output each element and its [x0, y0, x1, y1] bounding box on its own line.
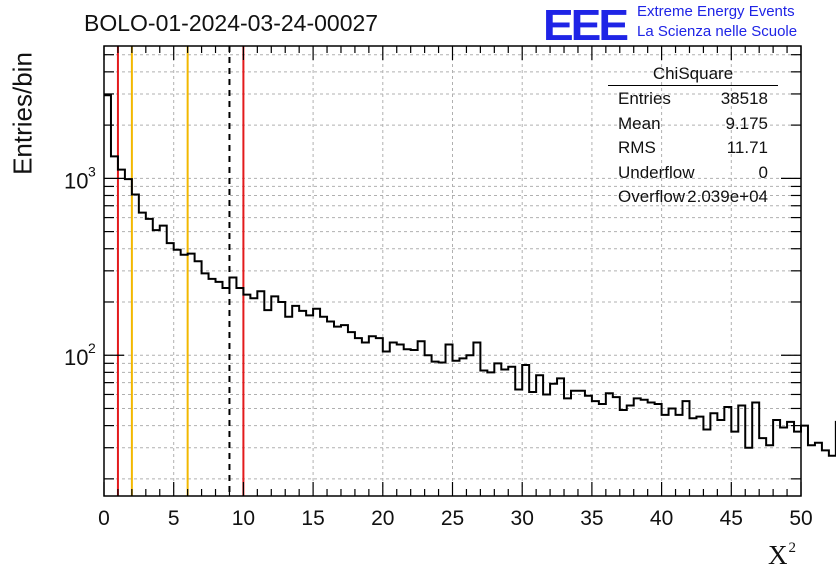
logo-subtitle-1: Extreme Energy Events	[637, 3, 795, 20]
x-axis-label: X2	[768, 540, 796, 571]
logo-subtitle-2: La Scienza nelle Scuole	[637, 23, 798, 40]
y-axis-label: Entries/bin	[7, 52, 38, 175]
grid-lines	[104, 46, 801, 496]
stats-value: 0	[758, 162, 768, 182]
y-tick-label-exponent: 2	[88, 340, 96, 356]
axis-ticks	[103, 46, 802, 496]
x-axis-label-base: X	[768, 540, 788, 570]
x-tick-label: 0	[98, 507, 110, 530]
x-tick-label: 40	[650, 507, 673, 530]
stats-key: Overflow	[618, 187, 686, 206]
stats-key: RMS	[618, 138, 656, 157]
stats-value: 2.039e+04	[687, 187, 768, 206]
x-tick-label: 5	[168, 507, 180, 530]
stats-key: Mean	[618, 113, 661, 133]
y-tick-label: 10	[64, 168, 88, 193]
stats-value: 38518	[720, 89, 768, 108]
y-tick-label-exponent: 3	[88, 163, 96, 179]
histogram-series	[104, 94, 836, 457]
x-tick-labels: 0 5 10 15 20 25 30 35 40 45 50	[98, 507, 813, 530]
x-tick-label: 25	[441, 507, 464, 530]
stats-row-rms: RMS 11.71	[608, 138, 778, 163]
x-tick-label: 45	[720, 507, 743, 530]
stats-row-mean: Mean 9.175	[608, 114, 778, 139]
stats-row-overflow: Overflow 2.039e+04	[608, 187, 778, 212]
stats-row-underflow: Underflow 0	[608, 163, 778, 188]
x-tick-label: 50	[789, 507, 812, 530]
x-tick-label: 35	[580, 507, 603, 530]
x-tick-label: 15	[301, 507, 324, 530]
x-tick-label: 10	[232, 507, 255, 530]
stats-value: 11.71	[726, 138, 768, 157]
stats-value: 9.175	[725, 113, 768, 133]
x-tick-label: 20	[371, 507, 394, 530]
stats-key: Entries	[618, 89, 671, 108]
stats-key: Underflow	[618, 162, 695, 182]
x-tick-label: 30	[511, 507, 534, 530]
vertical-marker-lines	[116, 46, 245, 496]
x-axis-label-exponent: 2	[788, 540, 797, 556]
stats-row-entries: Entries 38518	[608, 89, 778, 114]
stats-title: ChiSquare	[608, 64, 778, 86]
stats-box: ChiSquare Entries 38518 Mean 9.175 RMS 11.7…	[608, 64, 778, 212]
y-tick-label: 10	[64, 345, 88, 370]
plot-title: BOLO-01-2024-03-24-00027	[84, 10, 379, 36]
eee-logo: EEE	[543, 0, 629, 50]
